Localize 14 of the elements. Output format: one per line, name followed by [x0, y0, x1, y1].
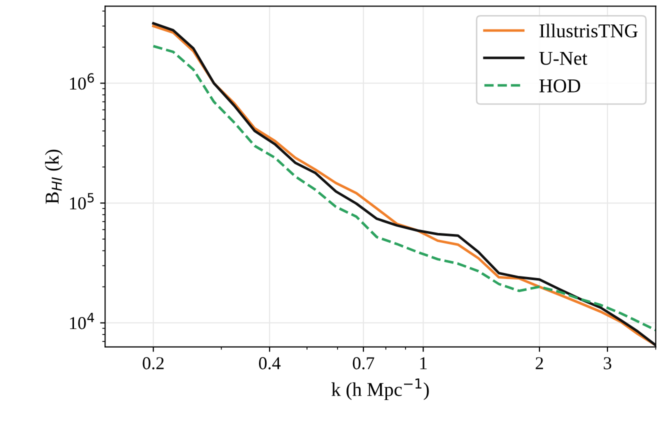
x-tick-label: 0.7 [352, 357, 374, 370]
x-tick-label: 0.4 [258, 357, 281, 370]
legend-label: U-Net [539, 52, 588, 65]
y-tick-label: 10$^{6}$ [70, 73, 94, 90]
y-tick-label: 10$^{5}$ [70, 193, 94, 210]
x-tick-label: 0.2 [142, 357, 164, 370]
legend-label: IllustrisTNG [540, 24, 638, 38]
y-tick-label: 10$^{4}$ [70, 312, 94, 330]
x-tick-label: 3 [604, 357, 612, 370]
x-axis-title: k (h Mpc$^{−1}$) [331, 378, 429, 400]
y-axis-title: B$_{HI}$ (k) [45, 150, 63, 204]
x-tick-label: 2 [536, 357, 543, 370]
x-tick-label: 1 [420, 357, 427, 370]
legend-label: HOD [539, 79, 580, 92]
